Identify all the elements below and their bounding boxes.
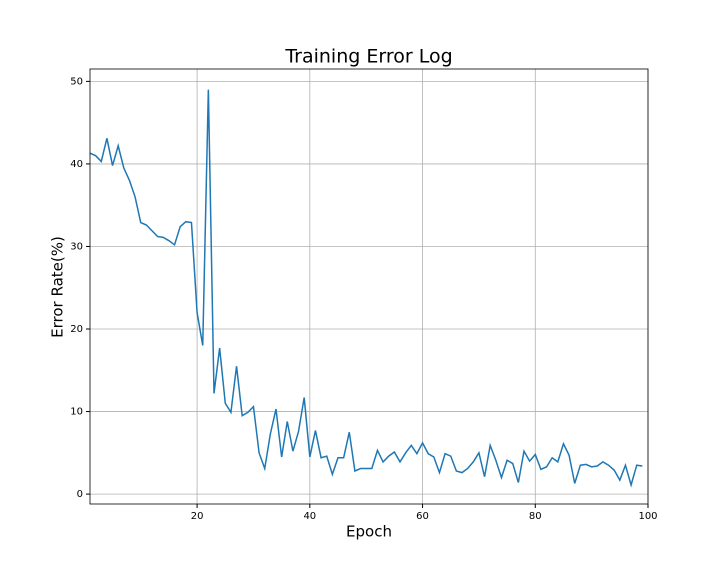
x-axis-label: Epoch <box>346 523 392 541</box>
y-tick-label: 0 <box>77 489 83 500</box>
data-line <box>89 89 643 488</box>
y-tick-label: 30 <box>70 241 83 252</box>
y-tick-label: 20 <box>70 324 83 335</box>
x-tick-label: 100 <box>638 511 657 522</box>
x-tick-label: 80 <box>529 511 542 522</box>
x-tick-label: 40 <box>303 511 316 522</box>
x-tick-label: 20 <box>191 511 204 522</box>
y-axis-label: Error Rate(%) <box>49 236 67 338</box>
chart-title: Training Error Log <box>284 46 452 68</box>
x-tick-label: 60 <box>416 511 429 522</box>
plot-frame <box>89 68 649 505</box>
y-tick-label: 10 <box>70 407 83 418</box>
y-tick-label: 40 <box>70 159 83 170</box>
y-tick-label: 50 <box>70 76 83 87</box>
